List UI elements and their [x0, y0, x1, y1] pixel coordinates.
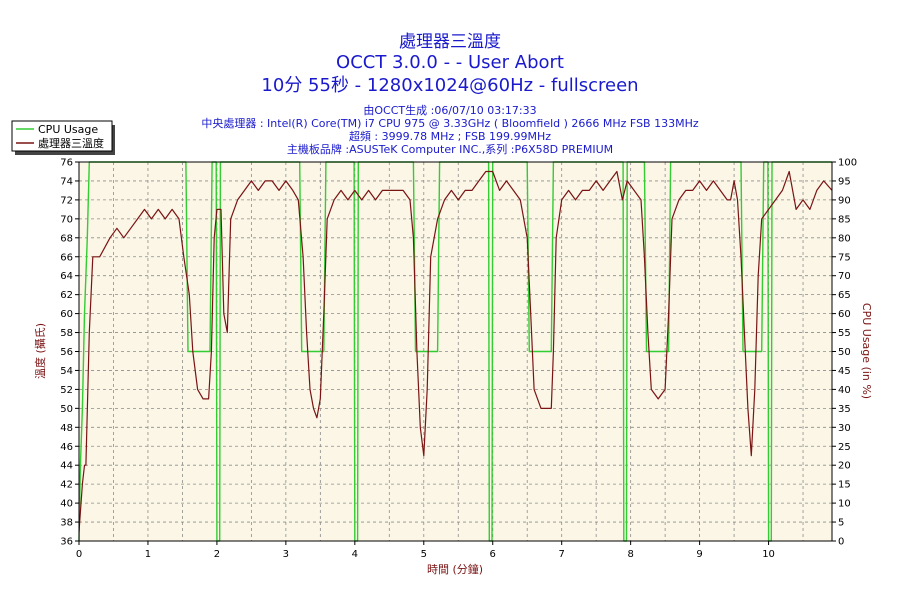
y-left-tick-label: 62 — [60, 290, 73, 301]
y-left-tick-label: 42 — [60, 480, 73, 491]
y-axis-left-label: 溫度 (攝氏) — [33, 323, 47, 379]
x-tick-label: 6 — [490, 549, 496, 560]
y-axis-right-label: CPU Usage (in %) — [860, 303, 873, 399]
y-right-tick-label: 90 — [838, 195, 851, 206]
y-right-tick-label: 25 — [838, 442, 851, 453]
x-tick-label: 8 — [627, 549, 633, 560]
info-line-cpu: 中央處理器 : Intel(R) Core(TM) i7 CPU 975 @ 3… — [201, 116, 699, 130]
series-line-temperature — [78, 170, 833, 532]
y-right-tick-label: 10 — [838, 499, 851, 510]
y-left-tick-label: 52 — [60, 385, 73, 396]
y-left-tick-label: 76 — [60, 158, 73, 169]
y-right-tick-label: 75 — [838, 252, 851, 263]
x-tick-label: 1 — [145, 549, 151, 560]
x-tick-label: 3 — [283, 549, 289, 560]
y-left-tick-label: 54 — [60, 366, 73, 377]
y-right-tick-label: 35 — [838, 404, 851, 415]
y-left-tick-label: 66 — [60, 252, 73, 263]
y-left-tick-label: 56 — [60, 347, 73, 358]
info-line-overclock: 超頻 : 3999.78 MHz ; FSB 199.99MHz — [349, 129, 551, 143]
y-left-tick-label: 74 — [60, 176, 73, 187]
y-left-tick-label: 72 — [60, 195, 73, 206]
y-right-tick-label: 15 — [838, 480, 851, 491]
y-left-tick-label: 50 — [60, 404, 73, 415]
chart-title: 處理器三溫度 — [399, 32, 501, 52]
x-tick-label: 0 — [76, 549, 82, 560]
y-right-tick-label: 20 — [838, 461, 851, 472]
x-tick-label: 9 — [696, 549, 702, 560]
x-tick-label: 10 — [762, 549, 775, 560]
y-left-tick-label: 38 — [60, 518, 73, 529]
y-left-tick-label: 44 — [60, 461, 73, 472]
y-right-tick-label: 100 — [838, 158, 857, 169]
y-right-tick-label: 5 — [838, 518, 844, 529]
y-right-tick-label: 60 — [838, 309, 851, 320]
y-right-tick-label: 70 — [838, 271, 851, 282]
y-left-tick-label: 48 — [60, 423, 73, 434]
y-right-tick-label: 0 — [838, 537, 844, 548]
y-right-tick-label: 95 — [838, 176, 851, 187]
legend: CPU Usage 處理器三溫度 — [11, 120, 115, 155]
legend-label-cpu-usage: CPU Usage — [38, 123, 98, 136]
info-line-motherboard: 主機板品牌 :ASUSTeK Computer INC.,系列 :P6X58D … — [287, 142, 613, 156]
run-duration-line: 10分 55秒 - 1280x1024@60Hz - fullscreen — [261, 75, 638, 96]
legend-label-temperature: 處理器三溫度 — [38, 136, 104, 150]
y-right-tick-label: 40 — [838, 385, 851, 396]
y-right-tick-label: 80 — [838, 233, 851, 244]
y-left-tick-label: 46 — [60, 442, 73, 453]
y-left-tick-label: 58 — [60, 328, 73, 339]
x-axis-label: 時間 (分鐘) — [427, 562, 483, 576]
y-left-tick-label: 64 — [60, 271, 73, 282]
legend-box — [11, 120, 113, 152]
y-right-tick-label: 30 — [838, 423, 851, 434]
y-right-tick-label: 50 — [838, 347, 851, 358]
x-tick-label: 5 — [421, 549, 427, 560]
axis-ticks: 3638404244464850525456586062646668707274… — [60, 158, 857, 561]
chart-subtitle: OCCT 3.0.0 - - User Abort — [336, 52, 564, 73]
y-right-tick-label: 55 — [838, 328, 851, 339]
y-left-tick-label: 70 — [60, 214, 73, 225]
y-right-tick-label: 85 — [838, 214, 851, 225]
y-left-tick-label: 36 — [60, 537, 73, 548]
info-line-generated: 由OCCT生成 :06/07/10 03:17:33 — [363, 103, 536, 117]
x-tick-label: 7 — [559, 549, 565, 560]
y-right-tick-label: 65 — [838, 290, 851, 301]
y-left-tick-label: 40 — [60, 499, 73, 510]
y-left-tick-label: 68 — [60, 233, 73, 244]
x-tick-label: 4 — [352, 549, 358, 560]
y-left-tick-label: 60 — [60, 309, 73, 320]
y-right-tick-label: 45 — [838, 366, 851, 377]
x-tick-label: 2 — [214, 549, 220, 560]
